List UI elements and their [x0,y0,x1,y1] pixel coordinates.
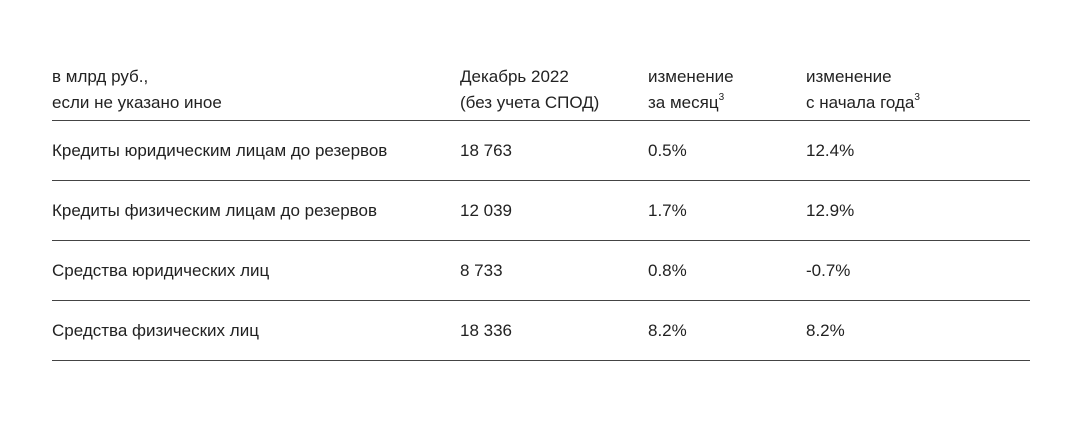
table-cell: Средства юридических лиц [52,260,270,280]
table-cell: 12.9% [806,200,855,220]
table-cell: 18 336 [460,320,512,340]
header-text: если не указано иное [52,93,222,112]
table-cell: 1.7% [648,200,687,220]
header-cell: изменение с начала года3 [806,64,1030,116]
header-text: в млрд руб., [52,67,149,86]
table-row: Кредиты юридическим лицам до резервов 18 … [52,121,1030,181]
header-line: изменение [806,64,1030,90]
table-cell: 8.2% [806,320,845,340]
table-cell: 12 039 [460,200,512,220]
table-cell: Кредиты юридическим лицам до резервов [52,140,388,160]
header-line: за месяц3 [648,90,806,116]
header-line: Декабрь 2022 [460,64,648,90]
table-cell: 8.2% [648,320,687,340]
header-text: изменение [648,67,734,86]
table-cell: 18 763 [460,140,512,160]
footnote-mark: 3 [718,92,725,103]
header-text: за месяц [648,93,719,112]
header-line: изменение [648,64,806,90]
header-row: в млрд руб., если не указано иное Декабрь … [52,64,1030,121]
header-line: (без учета СПОД) [460,90,648,116]
header-line: в млрд руб., [52,64,460,90]
header-line: с начала года3 [806,90,1030,116]
table-row: Средства юридических лиц 8 733 0.8% -0.7% [52,241,1030,301]
table-cell: -0.7% [806,260,851,280]
header-line: если не указано иное [52,90,460,116]
header-text: с начала года [806,93,915,112]
header-cell: в млрд руб., если не указано иное [52,64,460,116]
footnote-mark: 3 [914,92,920,103]
table-cell: 0.8% [648,260,687,280]
table-cell: 8 733 [460,260,503,280]
header-text: Декабрь 2022 [460,67,569,86]
table-row: Кредиты физическим лицам до резервов 12 0… [52,181,1030,241]
header-cell: изменение за месяц3 [648,64,806,116]
table-cell: Кредиты физическим лицам до резервов [52,200,378,220]
table-cell: Средства физических лиц [52,320,259,340]
table-cell: 12.4% [806,140,855,160]
header-cell: Декабрь 2022 (без учета СПОД) [460,64,648,116]
header-text: изменение [806,67,892,86]
table-cell: 0.5% [648,140,687,160]
table: в млрд руб., если не указано иное Декабрь … [52,64,1030,361]
table-row: Средства физических лиц 18 336 8.2% 8.2% [52,301,1030,361]
header-text: (без учета СПОД) [460,93,600,112]
